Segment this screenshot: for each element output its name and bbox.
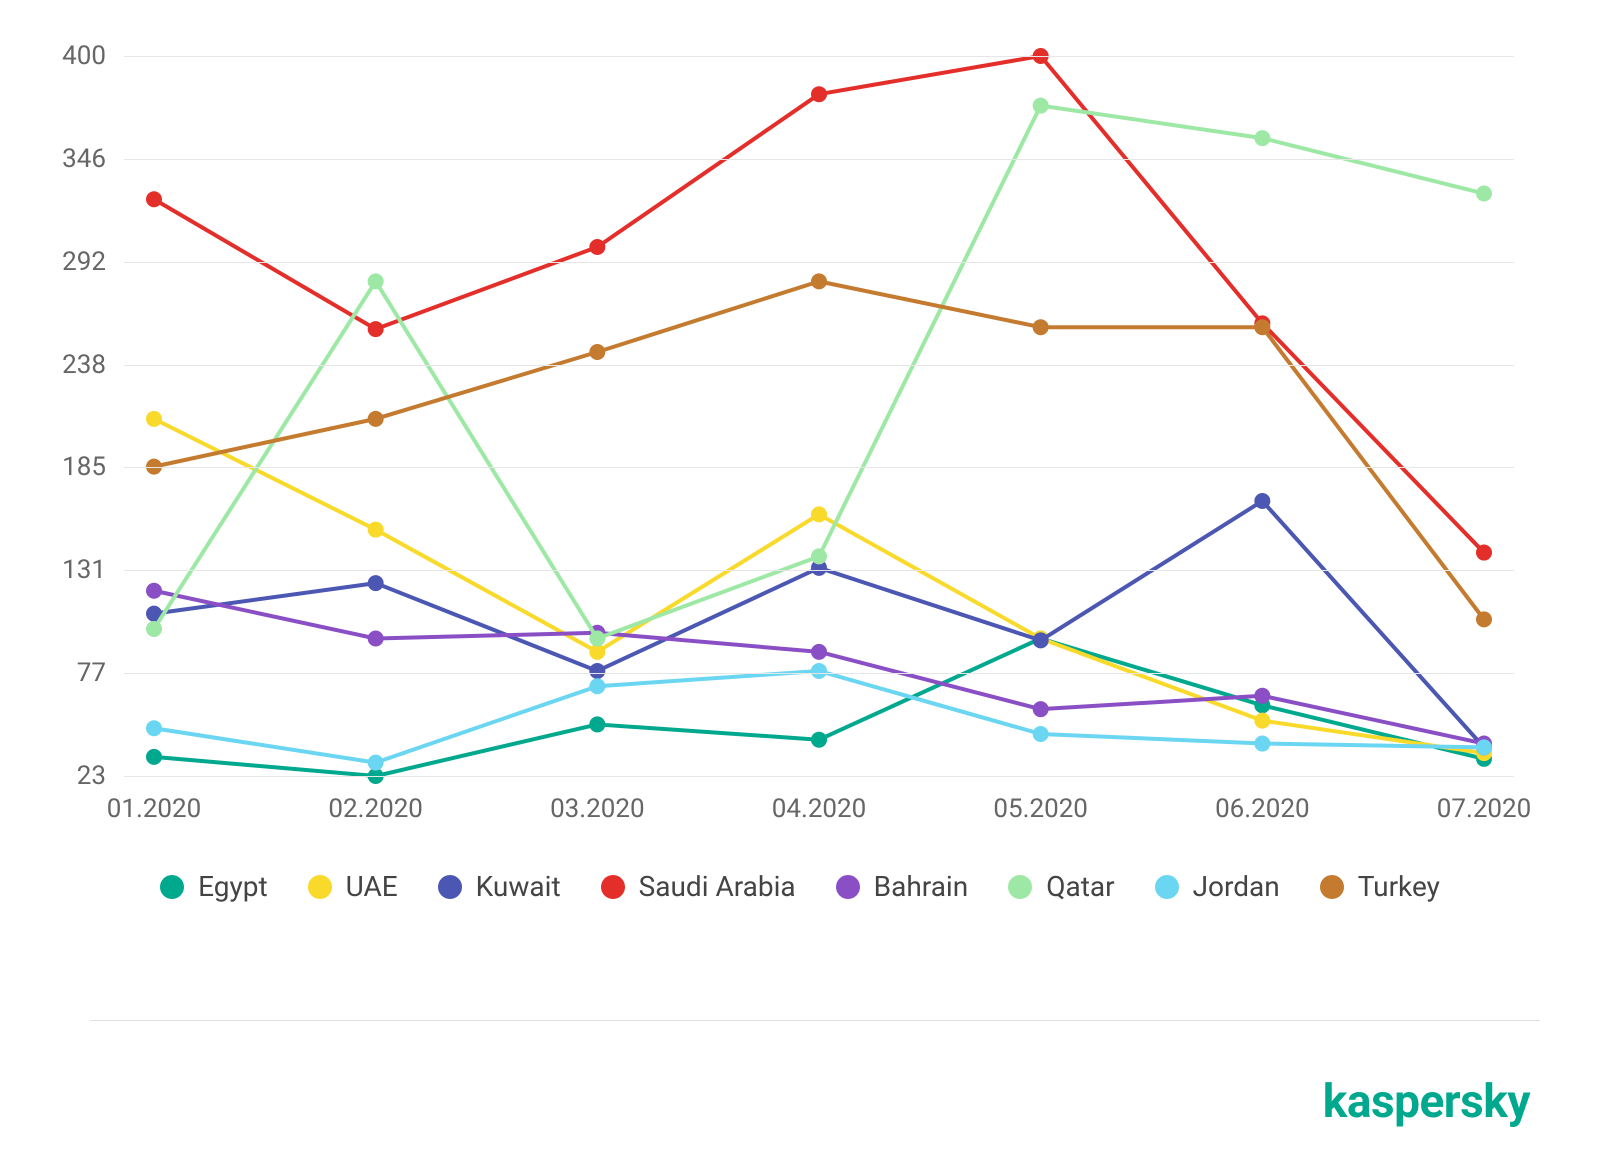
footer-divider [90,1020,1540,1021]
y-axis-tick-label: 400 [62,41,124,71]
chart-data-point [1476,739,1492,755]
legend-label: Jordan [1193,870,1280,903]
legend-swatch [438,875,462,899]
chart-data-point [1033,98,1049,114]
legend-item: Turkey [1320,870,1440,903]
chart-gridline [124,56,1514,57]
x-axis-tick-label: 06.2020 [1215,776,1310,824]
chart-data-point [811,644,827,660]
chart-gridline [124,467,1514,468]
chart-data-point [589,344,605,360]
chart-data-point [368,755,384,771]
chart-data-point [1476,611,1492,627]
chart-data-point [811,506,827,522]
legend-swatch [601,875,625,899]
chart-data-point [368,273,384,289]
chart-data-point [1254,493,1270,509]
y-axis-tick-label: 346 [62,144,124,174]
legend-label: UAE [346,870,398,903]
chart-data-point [589,663,605,679]
chart-data-point [1476,186,1492,202]
x-axis-tick-label: 03.2020 [550,776,645,824]
legend-swatch [1320,875,1344,899]
legend-item: Saudi Arabia [601,870,796,903]
chart-data-point [1476,545,1492,561]
chart-series-line [154,671,1484,763]
chart-series-line [154,56,1484,553]
x-axis-tick-label: 04.2020 [772,776,867,824]
chart-data-point [146,749,162,765]
chart-gridline [124,673,1514,674]
legend-swatch [1155,875,1179,899]
legend-label: Egypt [198,870,268,903]
y-axis-tick-label: 131 [62,555,124,585]
chart-data-point [811,663,827,679]
x-axis-tick-label: 01.2020 [107,776,202,824]
legend-label: Bahrain [874,870,969,903]
legend-label: Kuwait [476,870,561,903]
chart-data-point [1033,632,1049,648]
legend-label: Turkey [1358,870,1440,903]
chart-data-point [589,630,605,646]
legend-swatch [160,875,184,899]
chart-data-point [146,621,162,637]
y-axis-tick-label: 77 [77,658,124,688]
legend-item: Qatar [1008,870,1114,903]
chart-gridline [124,159,1514,160]
legend-swatch [308,875,332,899]
chart-data-point [811,732,827,748]
chart-data-point [811,86,827,102]
legend-item: Egypt [160,870,268,903]
legend-swatch [1008,875,1032,899]
chart-plot-area: 237713118523829234640001.202002.202003.2… [124,56,1514,776]
chart-data-point [146,411,162,427]
chart-data-point [368,522,384,538]
chart-gridline [124,262,1514,263]
legend-label: Qatar [1046,870,1114,903]
chart-data-point [1254,713,1270,729]
chart-data-point [1033,701,1049,717]
chart-data-point [368,411,384,427]
chart-data-point [368,575,384,591]
chart-data-point [1254,736,1270,752]
chart-data-point [1254,130,1270,146]
chart-data-point [368,630,384,646]
y-axis-tick-label: 292 [62,247,124,277]
chart-lines-svg [124,56,1514,776]
chart-data-point [146,583,162,599]
chart-gridline [124,570,1514,571]
chart-data-point [368,321,384,337]
brand-logo: kaspersky [1323,1075,1530,1129]
legend-item: Bahrain [836,870,969,903]
chart-data-point [589,239,605,255]
legend-swatch [836,875,860,899]
chart-data-point [811,548,827,564]
chart-legend: Egypt UAE Kuwait Saudi Arabia Bahrain Qatar Jo… [0,870,1600,903]
chart-data-point [589,678,605,694]
chart-container: 237713118523829234640001.202002.202003.2… [0,0,1600,1174]
legend-item: UAE [308,870,398,903]
legend-item: Kuwait [438,870,561,903]
chart-data-point [146,191,162,207]
chart-data-point [146,720,162,736]
x-axis-tick-label: 02.2020 [328,776,423,824]
chart-data-point [589,716,605,732]
chart-data-point [1254,688,1270,704]
chart-data-point [1033,726,1049,742]
legend-item: Jordan [1155,870,1280,903]
chart-data-point [811,273,827,289]
y-axis-tick-label: 238 [62,350,124,380]
chart-data-point [1254,319,1270,335]
chart-data-point [1033,319,1049,335]
y-axis-tick-label: 185 [62,452,124,482]
x-axis-tick-label: 05.2020 [993,776,1088,824]
x-axis-tick-label: 07.2020 [1437,776,1532,824]
legend-label: Saudi Arabia [639,870,796,903]
chart-gridline [124,365,1514,366]
